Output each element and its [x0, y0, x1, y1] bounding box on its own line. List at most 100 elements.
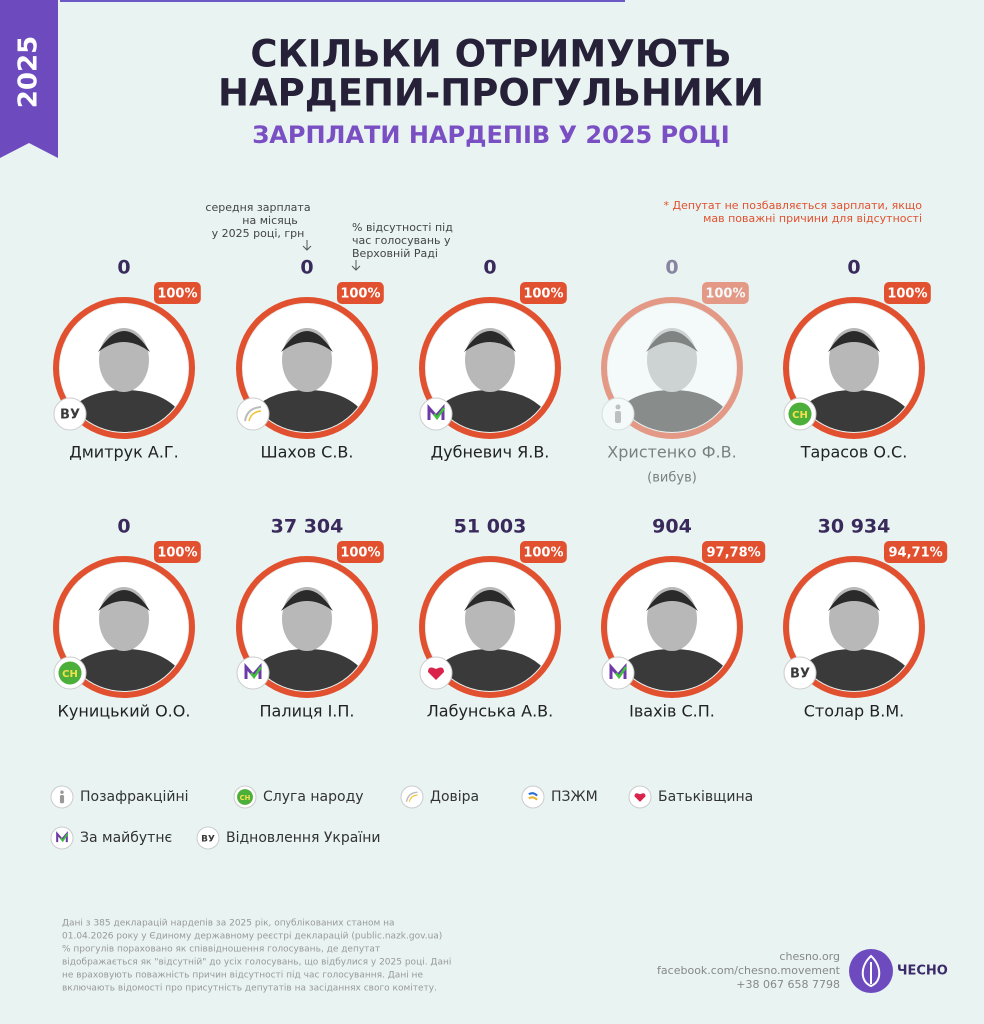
absence-badge: [520, 282, 567, 304]
photo-ring: [783, 297, 925, 439]
arrow: [302, 240, 312, 251]
party-icon: [250, 666, 263, 680]
party-badge-fill: [788, 402, 812, 426]
party-icon: [528, 792, 538, 797]
photo-hair: [464, 590, 516, 611]
party-icon: [634, 793, 646, 802]
photo-hair: [828, 331, 880, 352]
party-badge-fill: [237, 789, 253, 805]
legend-label: Довіра: [430, 789, 479, 805]
logo-garlic: [861, 954, 881, 988]
deputy-card: 904 97,78% Іваxів С.П.: [601, 516, 766, 721]
party-badge: [196, 826, 220, 850]
legend-label: Батьківщина: [658, 789, 753, 805]
deputy-name: Шахов С.В.: [260, 443, 353, 462]
photo-ring: [419, 556, 561, 698]
absence-badge: [884, 282, 931, 304]
photo-ring: [419, 297, 561, 439]
asterisk-note: мав поважні причини для відсутності: [703, 212, 922, 225]
salary: 0: [847, 257, 860, 279]
photo-hair: [646, 331, 698, 352]
photo-ring: [601, 556, 743, 698]
party-badge-text: ВУ: [790, 667, 810, 682]
salary: 51 003: [454, 516, 527, 538]
deputy-card: 0 100% СН Тарасов О.С.: [783, 257, 931, 462]
legend-label: Слуга народу: [263, 789, 364, 805]
logo-text: ЧЕСНО: [897, 964, 948, 979]
absence: 100%: [523, 546, 563, 561]
photo-ring: [53, 556, 195, 698]
salary: 30 934: [818, 516, 891, 538]
party-badge: [53, 397, 87, 431]
deputy-name: Тарасов О.С.: [800, 443, 908, 462]
deputy-name: Христенко Ф.В.: [607, 443, 736, 462]
deputy-name: Палиця І.П.: [260, 702, 355, 721]
cards: 0 100% ВУ Дмитрук А.Г. 0 100% Шахов С.В. 0 100% Д…: [53, 257, 948, 721]
absence-note: % відсутності під: [352, 221, 453, 234]
photo-ring: [236, 556, 378, 698]
photo-ring: [236, 297, 378, 439]
top-line: [60, 0, 625, 2]
source-note: не враховують поважність причин відсутно…: [62, 971, 423, 981]
source-note: відображається як "відсутній" до усіх го…: [62, 958, 451, 968]
legend-label: За майбутнє: [80, 830, 172, 846]
deputy-card: 37 304 100% Палиця І.П.: [236, 516, 384, 721]
party-icon: [408, 794, 418, 802]
party-badge: [783, 656, 817, 690]
deputy-name: Лабунська А.В.: [427, 702, 554, 721]
photo-hair: [98, 331, 150, 352]
absence-note: Верховній Раді: [352, 247, 438, 260]
party-badge-text: СН: [792, 410, 808, 421]
absence-badge: [702, 282, 749, 304]
deputy-card: 0 100% ВУ Дмитрук А.Г.: [53, 257, 201, 462]
absence: 100%: [340, 546, 380, 561]
title-line: СКІЛЬКИ ОТРИМУЮТЬ: [250, 33, 731, 76]
deputy-card: 0 100% Дубневич Я.В.: [419, 257, 567, 462]
party-icon: [615, 411, 621, 423]
deputy-card: 0 100% Христенко Ф.В. (вибув): [601, 257, 749, 486]
party-icon: [405, 791, 418, 802]
party-icon: [244, 406, 262, 422]
absence-badge: [337, 282, 384, 304]
party-badge-text: ВУ: [201, 835, 215, 845]
absence: 100%: [157, 546, 197, 561]
source-note: Дані з 385 декларацій нардепів за 2025 р…: [62, 919, 395, 929]
footer: Дані з 385 декларацій нардепів за 2025 р…: [62, 919, 841, 994]
deputy-card: 0 100% СН Куницький О.О.: [53, 516, 201, 721]
source-note: включають відомості про присутність депу…: [62, 984, 437, 994]
salary-note: на місяць: [242, 214, 297, 227]
photo-ring: [601, 297, 743, 439]
party-icon: [428, 667, 444, 680]
absence: 100%: [157, 287, 197, 302]
deputy-name: Столар В.М.: [804, 702, 905, 721]
legend-label: Позафракційні: [80, 789, 189, 805]
subtitle: ЗАРПЛАТИ НАРДЕПІВ У 2025 РОЦІ: [252, 121, 730, 149]
absence-badge: [702, 541, 766, 563]
photo-ring: [53, 297, 195, 439]
deputy-card: 51 003 100% Лабунська А.В.: [419, 516, 567, 721]
absence: 100%: [340, 287, 380, 302]
deputy-name: Куницький О.О.: [58, 702, 191, 721]
legend-label: ПЗЖМ: [551, 789, 598, 805]
salary-note: середня зарплата: [205, 201, 310, 214]
absence-badge: [154, 282, 201, 304]
party-icon: [433, 407, 446, 421]
deputy-card: 30 934 94,71% ВУ Столар В.М.: [783, 516, 948, 721]
contact: +38 067 658 7798: [736, 978, 840, 991]
deputy-name: Дмитрук А.Г.: [69, 443, 179, 462]
source-note: 01.04.2026 року у Єдиному державному реє…: [62, 932, 442, 942]
photo-hair: [281, 590, 333, 611]
asterisk-note: * Депутат не позбавляється зарплати, якщ…: [663, 199, 922, 212]
party-badge-text: ВУ: [60, 408, 80, 423]
legend-label: Відновлення України: [226, 830, 380, 846]
photo-hair: [646, 590, 698, 611]
salary: 0: [665, 257, 678, 279]
source-note: % прогулів пораховано як співвідношення …: [62, 945, 380, 955]
contact: facebook.com/chesno.movement: [657, 964, 841, 977]
salary-note: у 2025 році, грн: [212, 227, 305, 240]
deputy-name: Дубневич Я.В.: [431, 443, 550, 462]
absence-badge: [884, 541, 948, 563]
photo-hair: [281, 331, 333, 352]
party-icon: [59, 794, 65, 804]
